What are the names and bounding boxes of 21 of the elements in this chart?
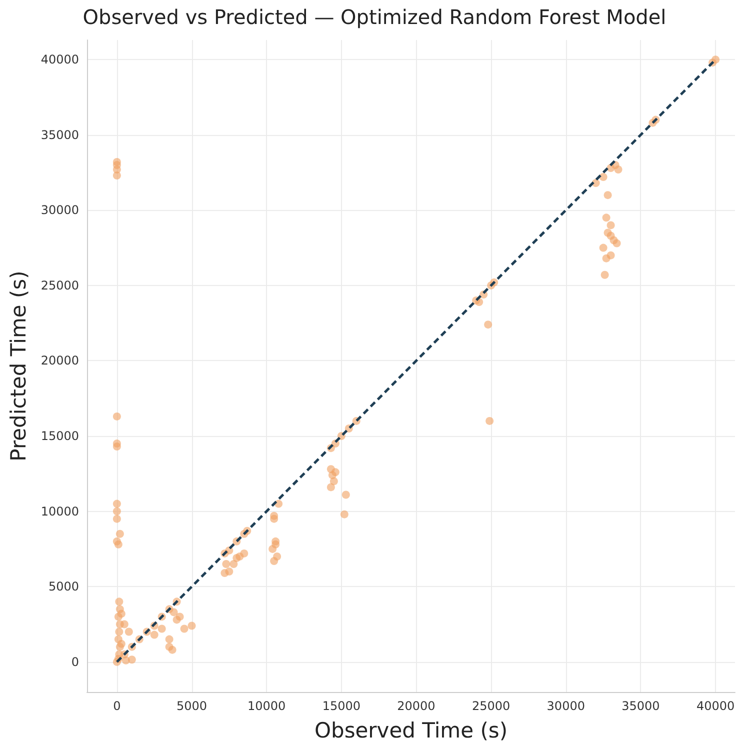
x-tick-label: 35000 [622, 699, 660, 713]
x-tick-label: 10000 [247, 699, 286, 713]
y-tick-label: 25000 [40, 278, 79, 292]
y-axis-title: Predicted Time (s) [6, 270, 30, 462]
y-tick-label: 15000 [40, 429, 79, 444]
y-tick-label: 30000 [40, 203, 79, 218]
x-tick-label: 20000 [397, 699, 436, 713]
y-tick-label: 40000 [40, 52, 79, 67]
y-tick-label: 5000 [48, 580, 79, 594]
x-axis-title: Observed Time (s) [314, 718, 508, 742]
x-tick-label: 5000 [176, 699, 208, 713]
x-tick-label: 30000 [546, 699, 585, 713]
y-tick-label: 20000 [40, 354, 79, 368]
y-tick-label: 10000 [40, 504, 79, 518]
x-tick-label: 15000 [322, 699, 361, 713]
x-tick-label: 25000 [472, 699, 510, 713]
x-tick-label: 0 [113, 699, 121, 713]
y-tick-label: 35000 [40, 128, 79, 142]
chart-title: Observed vs Predicted — Optimized Random Forest Model [82, 5, 666, 29]
y-tick-label: 0 [71, 654, 79, 669]
x-tick-label: 40000 [696, 699, 735, 713]
